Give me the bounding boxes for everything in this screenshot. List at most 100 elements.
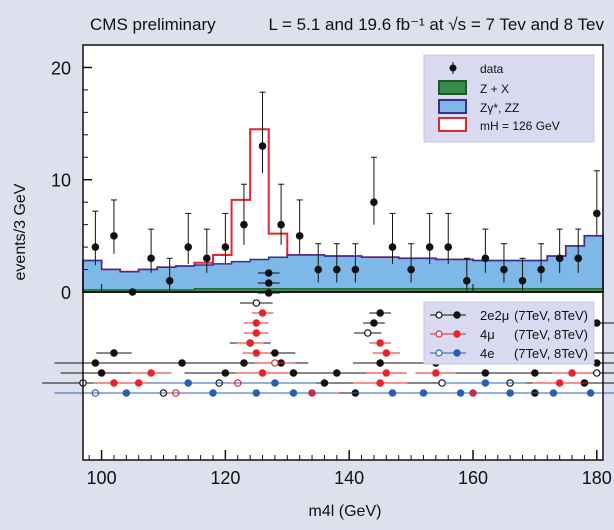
legend-filled-marker xyxy=(453,311,461,319)
legend-data-marker xyxy=(449,64,457,72)
event-marker xyxy=(252,319,261,327)
legend-label-3: mH = 126 GeV xyxy=(480,119,560,133)
data-point xyxy=(518,276,527,285)
legend-open-marker xyxy=(435,349,443,357)
legend-channel-label: 4μ xyxy=(480,327,495,342)
event-marker xyxy=(258,309,267,317)
event-marker xyxy=(506,389,514,397)
event-marker xyxy=(134,379,143,387)
event-marker xyxy=(382,369,391,377)
data-point xyxy=(407,265,415,274)
event-marker xyxy=(252,349,261,357)
data-point xyxy=(481,254,490,263)
event-marker xyxy=(178,359,186,367)
bottom-legend-box xyxy=(423,301,595,365)
event-marker xyxy=(376,309,384,317)
legend-label-data: data xyxy=(480,62,504,76)
x-tick-label: 120 xyxy=(210,468,240,488)
event-marker xyxy=(252,299,261,307)
data-point xyxy=(333,265,341,274)
event-marker xyxy=(252,329,261,337)
data-point xyxy=(425,243,434,251)
data-point xyxy=(184,243,193,251)
event-marker xyxy=(593,369,601,377)
event-marker xyxy=(320,379,329,387)
x-tick-label: 140 xyxy=(334,468,364,488)
event-marker xyxy=(240,359,248,367)
event-marker xyxy=(531,369,539,377)
event-marker xyxy=(209,389,217,397)
event-marker xyxy=(481,369,490,377)
event-marker xyxy=(271,359,279,367)
y-tick-label: 20 xyxy=(51,58,71,78)
data-point xyxy=(258,142,267,150)
event-marker xyxy=(122,389,131,397)
event-marker xyxy=(110,379,118,387)
data-point xyxy=(240,220,248,229)
plot-area: 0 10 20 data Z + X Zγ*, ZZ mH = 126 GeV 100 120 1… xyxy=(42,44,614,488)
event-marker xyxy=(147,369,155,377)
event-marker xyxy=(586,389,595,397)
bottom-panel-frame xyxy=(82,291,604,461)
data-point xyxy=(147,254,155,263)
event-marker xyxy=(246,339,254,347)
x-tick-label: 180 xyxy=(582,468,612,488)
data-point xyxy=(500,265,508,274)
header-left-text: CMS preliminary xyxy=(90,15,216,34)
y-tick-label: 0 xyxy=(61,283,71,303)
legend-energy-label: (7TeV, 8TeV) xyxy=(514,327,588,342)
legend-label-2: Zγ*, ZZ xyxy=(480,101,519,115)
event-marker xyxy=(289,389,298,397)
event-marker xyxy=(432,369,440,377)
event-marker xyxy=(221,369,230,377)
data-point xyxy=(370,198,378,206)
data-point xyxy=(574,254,583,263)
data-point xyxy=(537,265,545,274)
legend-channel-label: 4e xyxy=(480,346,494,361)
data-point xyxy=(295,232,304,240)
data-point xyxy=(593,209,601,218)
y-axis-label: events/3 GeV xyxy=(12,183,29,280)
x-tick-label: 100 xyxy=(87,468,117,488)
event-marker xyxy=(438,379,446,387)
data-point xyxy=(221,243,230,251)
data-point xyxy=(165,276,174,285)
legend-swatch-2 xyxy=(438,99,467,114)
event-marker xyxy=(110,349,118,357)
event-marker xyxy=(376,359,384,367)
legend-open-marker xyxy=(435,311,443,319)
event-marker xyxy=(333,369,341,377)
legend-label-1: Z + X xyxy=(480,82,509,96)
legend-channel-label: 2e2μ xyxy=(480,308,509,323)
event-marker xyxy=(568,369,576,377)
header-right-text: L = 5.1 and 19.6 fb⁻¹ at √s = 7 Tev and … xyxy=(268,15,604,34)
event-marker xyxy=(456,389,465,397)
data-point xyxy=(110,232,118,240)
y-tick-label: 10 xyxy=(51,171,71,191)
data-point xyxy=(351,265,360,274)
legend-filled-marker xyxy=(453,349,461,357)
legend-open-marker xyxy=(435,330,443,338)
event-marker xyxy=(289,369,298,377)
data-point xyxy=(277,220,285,229)
event-marker xyxy=(481,379,490,387)
data-point xyxy=(203,254,211,263)
data-point xyxy=(314,265,323,274)
event-marker xyxy=(258,369,267,377)
data-point xyxy=(388,243,397,251)
event-marker xyxy=(593,319,601,327)
legend-filled-marker xyxy=(453,330,461,338)
event-marker xyxy=(370,319,378,327)
legend-swatch-3 xyxy=(438,117,467,132)
data-point xyxy=(463,276,471,285)
data-point xyxy=(91,243,100,251)
x-tick-label: 160 xyxy=(458,468,488,488)
legend-energy-label: (7TeV, 8TeV) xyxy=(514,346,588,361)
event-marker xyxy=(382,349,391,357)
event-marker xyxy=(271,349,279,357)
event-marker xyxy=(555,379,564,387)
event-marker xyxy=(376,379,384,387)
legend-energy-label: (7TeV, 8TeV) xyxy=(514,308,588,323)
event-marker xyxy=(91,359,100,367)
